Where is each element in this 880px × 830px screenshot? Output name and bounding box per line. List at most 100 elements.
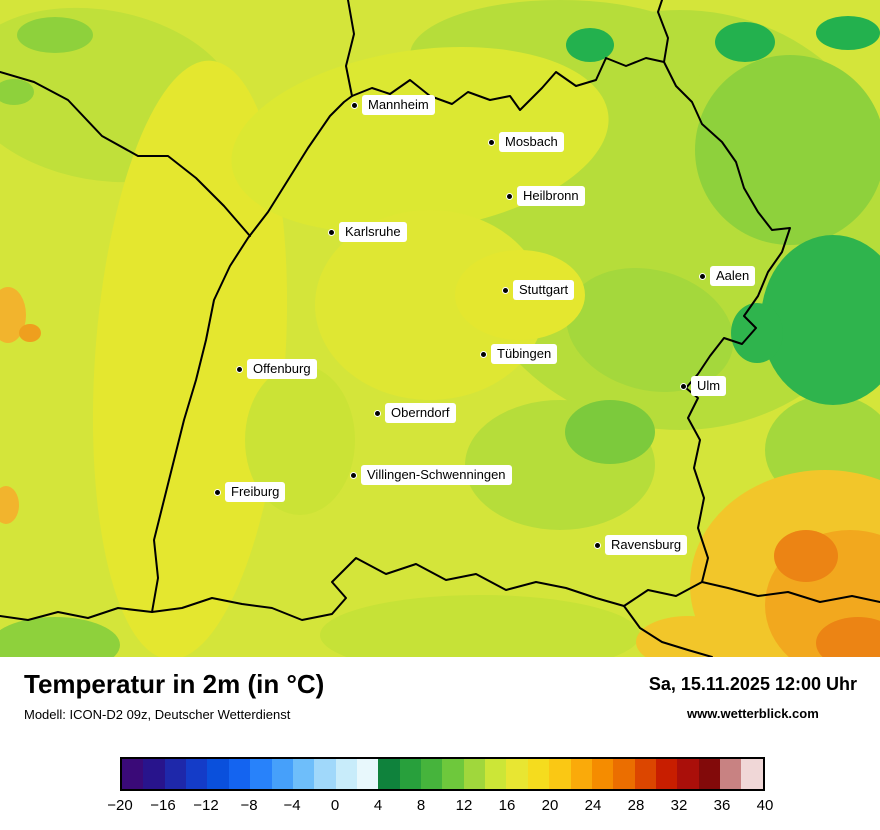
city-marker: Offenburg: [237, 359, 317, 379]
city-label: Freiburg: [225, 482, 286, 502]
temperature-patch: [320, 595, 640, 657]
colorbar-segment: [399, 759, 422, 789]
colorbar-segment: [122, 759, 144, 789]
colorbar-tick-label: 12: [455, 797, 473, 814]
city-marker: Oberndorf: [375, 403, 456, 423]
colorbar-segment: [463, 759, 486, 789]
colorbar-segment: [591, 759, 614, 789]
colorbar-tick-label: −12: [193, 797, 219, 814]
city-label: Ulm: [691, 376, 727, 396]
colorbar-tick-label: 24: [584, 797, 602, 814]
temperature-patch: [715, 22, 775, 62]
city-dot: [681, 383, 686, 389]
city-label: Ravensburg: [605, 535, 688, 555]
temperature-patch: [0, 287, 26, 343]
temperature-patch: [566, 28, 614, 62]
city-dot: [329, 229, 334, 235]
colorbar-segment: [698, 759, 721, 789]
colorbar-tick-label: 40: [756, 797, 774, 814]
colorbar-tick-label: 8: [416, 797, 426, 814]
city-label: Karlsruhe: [339, 222, 407, 242]
temperature-colorbar: [120, 757, 765, 791]
city-label: Tübingen: [491, 344, 558, 364]
city-dot: [503, 287, 508, 293]
city-dot: [237, 366, 242, 372]
colorbar-tick-label: 28: [627, 797, 645, 814]
colorbar-segment: [720, 759, 742, 789]
colorbar-ticks: −20 −16 −12 −8 −4 0 4 8 12 16 20 24 28 32 36 40: [107, 797, 773, 817]
colorbar-segment: [356, 759, 379, 789]
city-marker: Heilbronn: [507, 186, 585, 206]
colorbar-segment: [506, 759, 528, 789]
city-marker: Karlsruhe: [329, 222, 407, 242]
temperature-patch: [566, 268, 734, 392]
footer-right: Sa, 15.11.2025 12:00 Uhr www.wetterblick…: [649, 669, 857, 721]
city-dot: [352, 102, 357, 108]
city-label: Mannheim: [362, 95, 435, 115]
city-dot: [351, 472, 356, 478]
border-path-southeast: [701, 581, 880, 603]
colorbar-segment: [378, 759, 400, 789]
colorbar-segment: [250, 759, 272, 789]
colorbar-segment: [527, 759, 550, 789]
colorbar-segment: [228, 759, 251, 789]
city-label: Oberndorf: [385, 403, 456, 423]
city-marker: Mannheim: [352, 95, 435, 115]
city-dot: [215, 489, 220, 495]
temperature-field: [0, 0, 880, 657]
city-marker: Stuttgart: [503, 280, 575, 300]
city-marker: Villingen-Schwenningen: [351, 465, 512, 485]
footer-left: Temperatur in 2m (in °C) Modell: ICON-D2…: [24, 669, 324, 722]
city-dot: [507, 193, 512, 199]
temperature-patch: [0, 617, 120, 657]
temperature-map-svg: [0, 0, 880, 657]
colorbar-tick-label: 20: [541, 797, 559, 814]
colorbar-tick-label: −8: [240, 797, 258, 814]
colorbar-tick-label: −20: [107, 797, 133, 814]
colorbar-segment: [485, 759, 507, 789]
border-path-northeast: [657, 0, 669, 63]
colorbar-tick-label: 0: [330, 797, 340, 814]
colorbar-segment: [613, 759, 635, 789]
temperature-patch: [0, 79, 34, 105]
temperature-patch: [636, 616, 740, 657]
colorbar-segment: [164, 759, 187, 789]
colorbar-tick-label: −16: [150, 797, 176, 814]
border-path-bw-outline: [151, 57, 791, 621]
colorbar-segment: [677, 759, 699, 789]
state-borders: [0, 0, 880, 657]
footer: Temperatur in 2m (in °C) Modell: ICON-D2…: [0, 657, 880, 830]
temperature-patch: [565, 400, 655, 464]
city-label: Heilbronn: [517, 186, 585, 206]
city-marker: Freiburg: [215, 482, 286, 502]
website-label: www.wetterblick.com: [687, 706, 819, 721]
city-marker: Mosbach: [489, 132, 564, 152]
city-dot: [481, 351, 486, 357]
city-label: Mosbach: [499, 132, 564, 152]
border-path-north: [345, 0, 355, 97]
border-path-south: [623, 605, 713, 657]
city-marker: Ulm: [681, 376, 727, 396]
temperature-patch: [17, 17, 93, 53]
colorbar-tick-label: 36: [713, 797, 731, 814]
city-layer: Mannheim Mosbach Heilbronn Karlsruhe Stuttga…: [215, 95, 756, 555]
city-label: Aalen: [710, 266, 756, 286]
colorbar-segment: [570, 759, 592, 789]
datetime-label: Sa, 15.11.2025 12:00 Uhr: [648, 674, 857, 694]
colorbar-segment: [335, 759, 357, 789]
model-info: Modell: ICON-D2 09z, Deutscher Wetterdie…: [24, 707, 291, 722]
temperature-patch: [731, 303, 783, 363]
border-path-southwest: [0, 607, 153, 621]
colorbar-segment: [549, 759, 571, 789]
temperature-patch: [816, 617, 880, 657]
city-marker: Tübingen: [481, 344, 558, 364]
border-path-northwest: [0, 71, 251, 237]
temperature-patch: [816, 16, 880, 50]
city-marker: Ravensburg: [595, 535, 688, 555]
temperature-patch: [761, 235, 880, 405]
colorbar-tick-label: 32: [670, 797, 688, 814]
weather-map: Mannheim Mosbach Heilbronn Karlsruhe Stuttga…: [0, 0, 880, 657]
city-label: Offenburg: [247, 359, 317, 379]
colorbar-segment: [741, 759, 763, 789]
temperature-patch: [0, 486, 19, 524]
